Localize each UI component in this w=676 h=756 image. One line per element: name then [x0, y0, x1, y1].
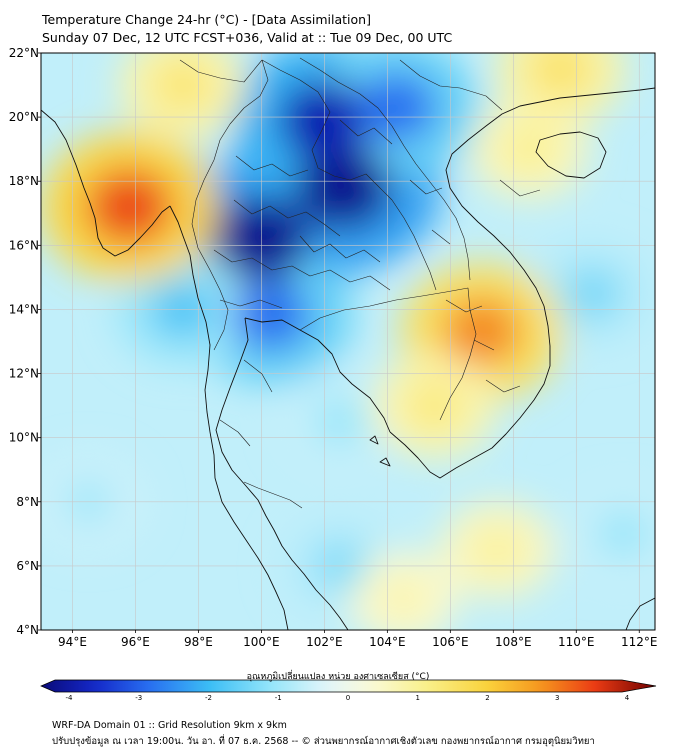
myanmar-west-coast [41, 109, 171, 257]
border-china [179, 59, 263, 83]
gulf-north-east-coast [244, 317, 391, 433]
footer-model-info: WRF-DA Domain 01 :: Grid Resolution 9km … [52, 720, 287, 731]
colorbar-tick-label: 3 [555, 694, 559, 702]
cool-far-east-south [597, 510, 650, 557]
lon-label: 112°E [621, 635, 658, 649]
border-vietnam-china [399, 59, 503, 111]
gulf-west-coast [215, 317, 349, 630]
border-thailand-laos [261, 59, 437, 291]
hainan-coast [535, 131, 607, 179]
temperature-field [41, 53, 655, 630]
lat-label: 22°N [9, 46, 39, 60]
map-subtitle: Sunday 07 Dec, 12 UTC FCST+036, Valid at… [42, 30, 453, 45]
lon-label: 102°E [306, 635, 343, 649]
colorbar-bar [40, 679, 657, 693]
lon-label: 96°E [121, 635, 150, 649]
province-lines-laos-vietnam [339, 119, 541, 393]
colorbar-tick-label: 0 [346, 694, 350, 702]
plot-frame [40, 52, 656, 631]
lon-label: 94°E [58, 635, 87, 649]
lat-label: 14°N [9, 302, 39, 316]
lat-label: 12°N [9, 367, 39, 381]
andaman-coast [169, 205, 289, 630]
map-title: Temperature Change 24-hr (°C) - [Data As… [42, 12, 371, 27]
warm-myanmar-north [154, 59, 212, 111]
cool-central-thailand [232, 281, 310, 351]
province-lines-thailand [213, 155, 391, 447]
border-malaysia-thailand [243, 481, 303, 509]
colorbar-tick-label: 2 [485, 694, 489, 702]
border-cambodia [299, 287, 477, 421]
colorbar-tick-label: -2 [205, 694, 212, 702]
cold-core-vietnam-north [358, 73, 436, 142]
colorbar-title: อุณหภูมิเปลี่ยนแปลง หน่วย องศาเซลเซียส (… [246, 672, 430, 682]
warm-core-cambodia [443, 297, 521, 367]
cold-core-northeast-thailand [294, 145, 392, 231]
border-laos-vietnam [299, 57, 471, 281]
colorbar: -4 -3 -2 -1 0 1 2 3 4 [40, 679, 657, 702]
cool-gulf-thailand [314, 398, 367, 445]
lon-label: 106°E [432, 635, 469, 649]
colorbar-tick-label: -1 [275, 694, 282, 702]
warm-vietnam-northeast [531, 53, 590, 95]
lat-label: 8°N [16, 495, 39, 509]
colorbar-tick-label: -3 [135, 694, 142, 702]
gulf-islands [369, 435, 391, 467]
lon-label: 100°E [243, 635, 280, 649]
warm-cambodia-south [406, 381, 463, 431]
latitude-labels: 22°N 20°N 18°N 16°N 14°N 12°N 10°N 8°N 6°N 4°N [9, 46, 41, 637]
lon-label: 108°E [495, 635, 532, 649]
lat-label: 16°N [9, 238, 39, 252]
indochina-coast [389, 87, 655, 479]
cool-south-china-sea [563, 268, 621, 319]
coastlines [41, 87, 655, 630]
border-myanmar-thailand [191, 59, 269, 351]
colorbar-tick-label: 1 [416, 694, 420, 702]
lon-label: 110°E [558, 635, 595, 649]
country-borders [179, 57, 541, 509]
colorbar-tick-label: -4 [66, 694, 74, 702]
longitude-labels: 94°E 96°E 98°E 100°E 102°E 104°E 106°E 108°E 110… [58, 630, 658, 649]
warm-south-sea [472, 527, 523, 573]
lat-label: 18°N [9, 174, 39, 188]
lon-label: 98°E [184, 635, 213, 649]
lat-label: 20°N [9, 110, 39, 124]
lat-label: 6°N [16, 559, 39, 573]
warm-gulf-tonkin [503, 126, 556, 173]
colorbar-ticks: -4 -3 -2 -1 0 1 2 3 4 [66, 694, 630, 702]
lat-label: 4°N [16, 623, 39, 637]
warm-core-myanmar-coast [86, 169, 172, 245]
lat-label: 10°N [9, 431, 39, 445]
lon-label: 104°E [369, 635, 406, 649]
borneo-coast [625, 597, 655, 630]
footer-credit: ปรับปรุงข้อมูล ณ เวลา 19:00น. วัน อา. ที… [52, 736, 595, 747]
colorbar-tick-label: 4 [625, 694, 630, 702]
warm-malaysia-east-sea [379, 577, 427, 619]
